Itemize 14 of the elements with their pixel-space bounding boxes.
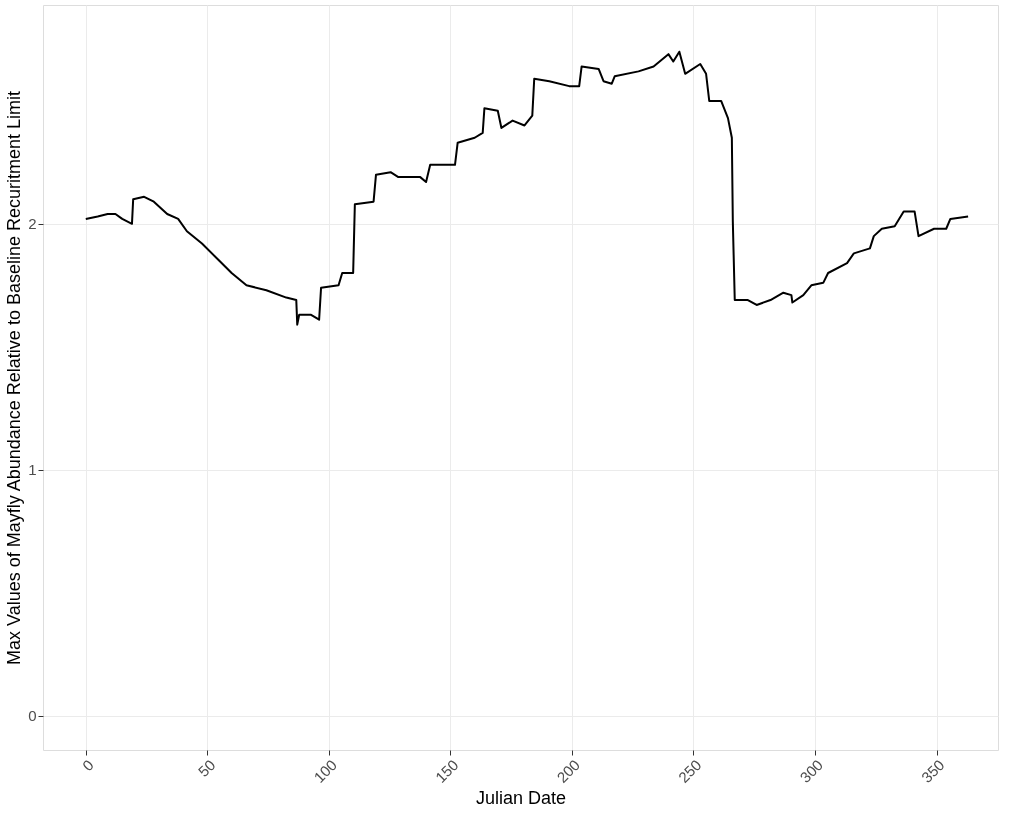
y-tick-label: 2 — [28, 215, 37, 233]
x-tick-label: 300 — [796, 756, 827, 786]
x-tick-label: 350 — [917, 756, 948, 786]
line-series — [84, 50, 970, 326]
y-tick-label: 1 — [28, 461, 37, 479]
y-axis-title: Max Values of Mayfly Abundance Relative to Baseline Recuritment Limit — [4, 91, 25, 665]
x-tick-label: 150 — [431, 756, 462, 786]
x-tick-label: 50 — [194, 756, 219, 780]
x-tick-label: 100 — [310, 756, 340, 786]
x-tick-label: 0 — [78, 756, 97, 775]
y-tick-label: 0 — [28, 707, 37, 725]
x-tick-label: 250 — [674, 756, 705, 786]
x-tick-label: 200 — [553, 756, 584, 786]
x-axis-title: Julian Date — [475, 787, 567, 808]
